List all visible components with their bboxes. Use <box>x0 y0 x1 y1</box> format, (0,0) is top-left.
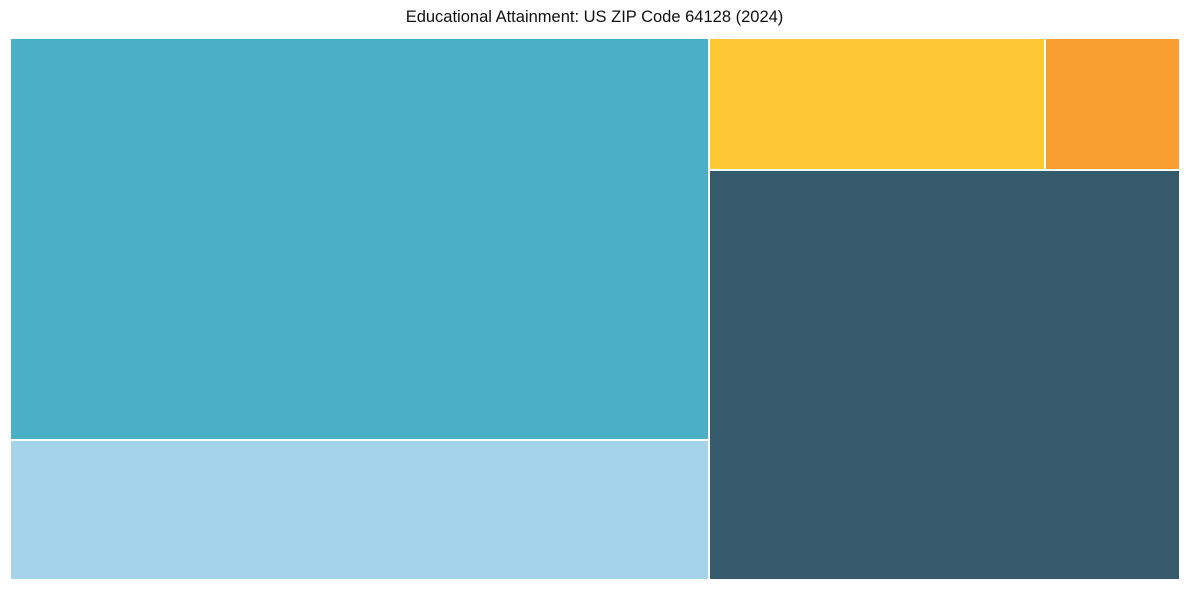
treemap-tile-4 <box>709 38 1045 170</box>
chart-title: Educational Attainment: US ZIP Code 6412… <box>405 8 784 26</box>
treemap-tile-3 <box>10 440 709 580</box>
treemap-tile-1 <box>10 38 709 440</box>
treemap-tile-5 <box>1045 38 1180 170</box>
treemap-tile-2 <box>709 170 1180 580</box>
